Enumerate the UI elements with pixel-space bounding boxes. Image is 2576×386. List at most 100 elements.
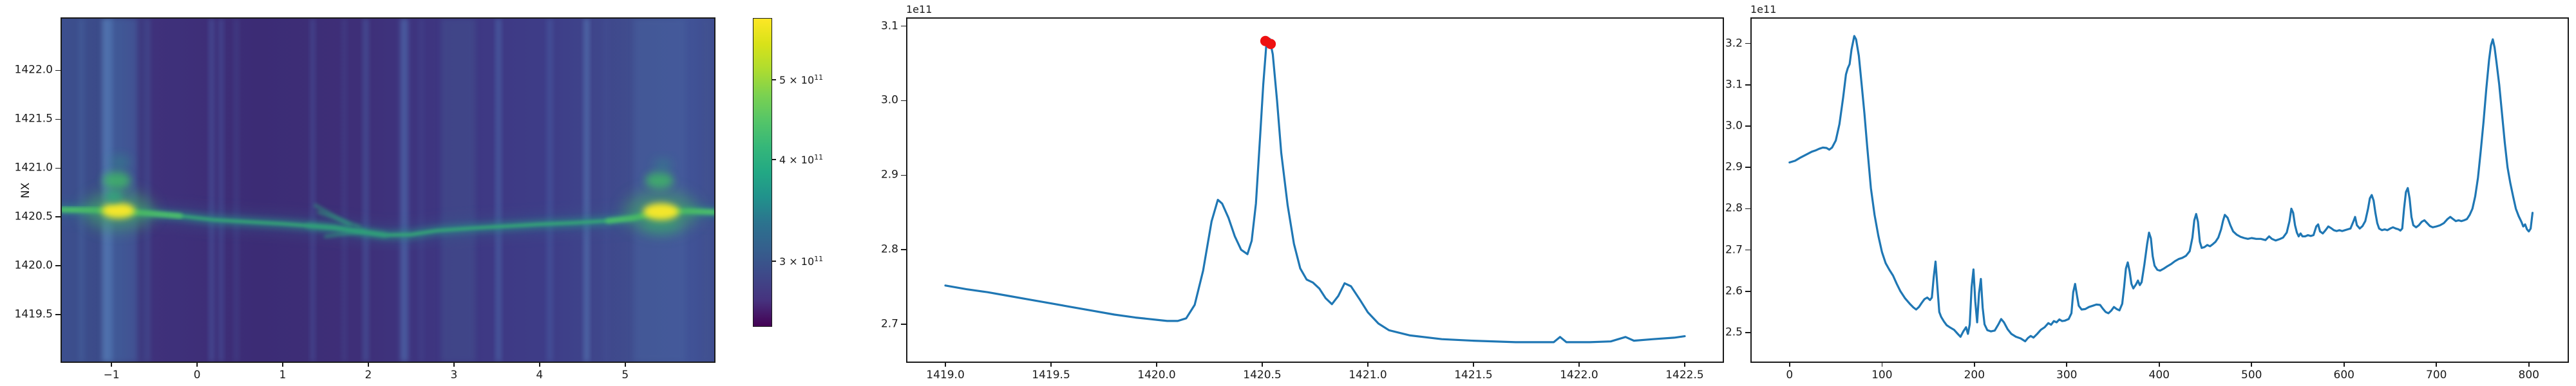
y-tick-label: 1422.0	[14, 63, 53, 77]
y-tick	[55, 265, 61, 266]
y-tick-label: 3.2	[1725, 37, 1743, 50]
y-tick-label: 2.9	[880, 168, 898, 181]
spectrum-zoom-line	[944, 35, 1686, 344]
x-tick	[2436, 362, 2438, 367]
y-tick-label: 2.6	[1725, 284, 1743, 298]
y-tick-label: 1420.0	[14, 259, 53, 272]
spectrum-zoom-plot: 1e11 1419.0 1419.5 1420.0 1420.5 1421.0 1421.…	[881, 3, 1724, 381]
x-tick-label: 800	[2518, 369, 2539, 381]
spectrum-full-plot: 1e11 0 100 200 300 400 500 600 700 800 2.5 2.6 2.7 2…	[1725, 3, 2569, 381]
y-tick-label: 2.7	[1725, 243, 1743, 257]
y-tick	[55, 118, 61, 120]
y-offset-label: 1e11	[906, 3, 933, 15]
y-tick-label: 3.0	[1725, 119, 1743, 133]
y-tick	[55, 216, 61, 218]
x-tick	[539, 362, 540, 367]
x-tick	[1050, 362, 1052, 367]
colorbar: 5 × 1011 4 × 1011 3 × 1011	[753, 18, 823, 327]
colorbar-tick	[772, 79, 776, 80]
y-tick	[901, 324, 906, 325]
y-tick-label: 2.7	[880, 317, 898, 331]
x-tick	[1367, 362, 1368, 367]
y-tick	[1745, 167, 1750, 168]
x-tick-label: 100	[1871, 369, 1893, 381]
x-tick	[1789, 362, 1790, 367]
heatmap-plot: NX −1 0 1 2 3 4 5 1419.5 1420.0 1420.5 1421.0 1421.…	[15, 17, 715, 381]
y-tick-label: 1421.5	[14, 112, 53, 125]
x-tick-label: 600	[2333, 369, 2354, 381]
y-offset-label: 1e11	[1750, 3, 1777, 15]
x-tick-label: 4	[536, 369, 544, 381]
y-tick-label: 1421.0	[14, 161, 53, 174]
x-tick-label: 1419.0	[926, 369, 965, 381]
x-tick-label: 0	[193, 369, 201, 381]
x-tick	[1473, 362, 1474, 367]
y-tick-label: 3.0	[880, 93, 898, 107]
x-tick	[2066, 362, 2068, 367]
x-tick	[1881, 362, 1883, 367]
colorbar-tick-label: 5 × 1011	[779, 73, 824, 87]
x-tick	[282, 362, 283, 367]
y-tick	[901, 25, 906, 27]
x-tick	[111, 362, 112, 367]
x-tick	[2528, 362, 2530, 367]
heatmap-image	[62, 19, 714, 362]
x-tick-label: 3	[450, 369, 458, 381]
x-tick-label: 1420.5	[1243, 369, 1282, 381]
x-tick	[1578, 362, 1580, 367]
colorbar-tick-label: 3 × 1011	[779, 254, 824, 268]
x-tick	[2343, 362, 2345, 367]
colorbar-tick	[772, 261, 776, 262]
colorbar-tick-label: 4 × 1011	[779, 152, 824, 167]
y-tick	[1745, 249, 1750, 251]
x-tick-label: 2	[365, 369, 372, 381]
y-tick	[1745, 332, 1750, 333]
x-tick-label: 1422.0	[1560, 369, 1598, 381]
y-tick	[55, 167, 61, 169]
colorbar-gradient	[753, 19, 772, 326]
y-tick-label: 2.8	[880, 243, 898, 256]
x-tick-label: 0	[1786, 369, 1794, 381]
y-tick-label: 2.5	[1725, 326, 1743, 339]
x-tick-label: 1421.0	[1349, 369, 1387, 381]
x-tick	[368, 362, 369, 367]
x-tick	[1156, 362, 1157, 367]
y-tick-label: 3.1	[880, 19, 898, 33]
y-tick-label: 2.9	[1725, 160, 1743, 174]
y-tick-label: 2.8	[1725, 201, 1743, 215]
x-tick-label: 200	[1964, 369, 1985, 381]
x-tick	[1262, 362, 1263, 367]
spectrum-full-line	[1788, 35, 2534, 343]
x-tick	[1684, 362, 1685, 367]
y-tick	[1745, 208, 1750, 210]
x-tick-label: 300	[2056, 369, 2078, 381]
y-tick-label: 3.1	[1725, 78, 1743, 91]
y-tick	[55, 69, 61, 71]
y-tick	[1745, 125, 1750, 127]
heatmap-ylabel: NX	[19, 182, 32, 198]
x-tick-label: 1420.0	[1137, 369, 1176, 381]
y-tick	[1745, 291, 1750, 292]
y-tick	[901, 249, 906, 250]
colorbar-tick	[772, 159, 776, 160]
x-tick-label: −1	[103, 369, 120, 381]
x-tick	[945, 362, 946, 367]
x-tick-label: 1419.5	[1032, 369, 1070, 381]
x-tick	[453, 362, 455, 367]
peak-marker	[1265, 39, 1276, 50]
x-tick-label: 400	[2148, 369, 2170, 381]
x-tick	[1974, 362, 1975, 367]
y-tick	[1745, 42, 1750, 44]
x-tick-label: 500	[2241, 369, 2262, 381]
y-tick-label: 1419.5	[14, 308, 53, 321]
x-tick-label: 1421.5	[1454, 369, 1493, 381]
x-tick	[196, 362, 198, 367]
x-tick	[2158, 362, 2160, 367]
y-tick-label: 1420.5	[14, 210, 53, 223]
x-tick	[2251, 362, 2253, 367]
y-tick	[1745, 84, 1750, 86]
x-tick-label: 1	[279, 369, 287, 381]
y-tick	[55, 314, 61, 315]
x-tick-label: 5	[621, 369, 629, 381]
